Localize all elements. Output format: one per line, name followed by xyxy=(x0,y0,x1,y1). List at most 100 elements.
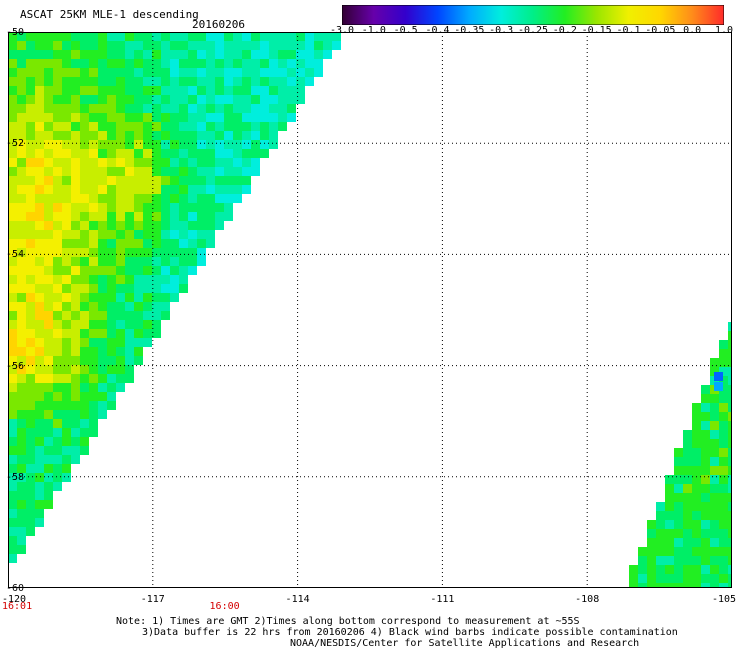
wind-cell xyxy=(206,68,215,77)
wind-cell xyxy=(242,140,251,149)
wind-cell xyxy=(143,311,152,320)
wind-cell xyxy=(89,41,98,50)
wind-cell xyxy=(62,275,71,284)
wind-cell xyxy=(143,239,152,248)
wind-cell xyxy=(152,320,161,329)
wind-cell xyxy=(26,392,35,401)
wind-cell xyxy=(89,230,98,239)
wind-cell xyxy=(62,86,71,95)
wind-cell xyxy=(170,32,179,41)
wind-cell xyxy=(98,149,107,158)
wind-cell xyxy=(179,59,188,68)
wind-cell xyxy=(89,329,98,338)
wind-cell xyxy=(35,500,44,509)
date-label: 20160206 xyxy=(192,18,245,31)
wind-cell xyxy=(17,194,26,203)
wind-cell xyxy=(107,104,116,113)
wind-cell xyxy=(224,212,233,221)
wind-cell xyxy=(44,176,53,185)
wind-cell xyxy=(692,583,701,588)
wind-cell xyxy=(35,158,44,167)
wind-cell xyxy=(701,529,710,538)
wind-cell xyxy=(701,439,710,448)
wind-cell xyxy=(8,68,17,77)
wind-cell xyxy=(134,239,143,248)
wind-cell xyxy=(35,356,44,365)
wind-cell xyxy=(107,239,116,248)
wind-cell xyxy=(188,185,197,194)
wind-cell xyxy=(143,32,152,41)
wind-cell xyxy=(26,356,35,365)
wind-cell xyxy=(116,347,125,356)
wind-cell xyxy=(80,275,89,284)
wind-cell xyxy=(8,554,17,563)
wind-cell xyxy=(152,113,161,122)
wind-cell xyxy=(53,383,62,392)
wind-cell xyxy=(134,131,143,140)
wind-cell xyxy=(44,185,53,194)
wind-cell xyxy=(143,131,152,140)
wind-cell xyxy=(17,266,26,275)
wind-cell xyxy=(710,583,719,588)
wind-cell xyxy=(647,520,656,529)
wind-cell xyxy=(44,491,53,500)
wind-cell xyxy=(80,383,89,392)
wind-cell xyxy=(125,275,134,284)
wind-cell xyxy=(35,230,44,239)
wind-cell xyxy=(71,68,80,77)
wind-cell xyxy=(116,383,125,392)
wind-cell xyxy=(647,556,656,565)
wind-cell xyxy=(647,565,656,574)
wind-cell xyxy=(35,302,44,311)
wind-cell xyxy=(62,428,71,437)
wind-cell xyxy=(8,158,17,167)
wind-cell xyxy=(143,230,152,239)
wind-cell xyxy=(98,329,107,338)
wind-cell xyxy=(26,347,35,356)
wind-cell xyxy=(692,565,701,574)
wind-cell xyxy=(188,257,197,266)
wind-cell xyxy=(224,59,233,68)
wind-cell xyxy=(116,221,125,230)
wind-cell xyxy=(44,365,53,374)
colorbar-tick-label: -0.35 xyxy=(454,25,485,36)
wind-cell xyxy=(233,113,242,122)
wind-cell xyxy=(719,439,728,448)
wind-cell xyxy=(197,248,206,257)
wind-cell xyxy=(53,158,62,167)
wind-cell xyxy=(107,329,116,338)
wind-cell xyxy=(116,113,125,122)
wind-cell xyxy=(224,50,233,59)
wind-cell xyxy=(125,113,134,122)
wind-cell xyxy=(710,430,719,439)
wind-cell xyxy=(35,365,44,374)
wind-cell xyxy=(89,203,98,212)
wind-cell xyxy=(35,140,44,149)
wind-cell xyxy=(98,401,107,410)
wind-cell xyxy=(35,32,44,41)
wind-cell xyxy=(314,50,323,59)
wind-cell xyxy=(278,68,287,77)
wind-cell xyxy=(134,302,143,311)
wind-cell xyxy=(8,230,17,239)
wind-cell xyxy=(62,131,71,140)
wind-cell xyxy=(188,140,197,149)
wind-cell xyxy=(170,50,179,59)
wind-cell xyxy=(728,394,732,403)
wind-cell xyxy=(17,176,26,185)
wind-cell xyxy=(44,293,53,302)
wind-cell xyxy=(26,248,35,257)
wind-cell xyxy=(71,365,80,374)
wind-cell xyxy=(44,86,53,95)
wind-cell xyxy=(125,365,134,374)
wind-cell xyxy=(197,95,206,104)
wind-cell xyxy=(80,437,89,446)
wind-cell xyxy=(35,482,44,491)
wind-cell xyxy=(287,68,296,77)
wind-cell xyxy=(134,32,143,41)
wind-cell xyxy=(206,140,215,149)
wind-cell xyxy=(107,185,116,194)
wind-cell xyxy=(152,302,161,311)
wind-cell xyxy=(17,158,26,167)
wind-cell xyxy=(80,338,89,347)
